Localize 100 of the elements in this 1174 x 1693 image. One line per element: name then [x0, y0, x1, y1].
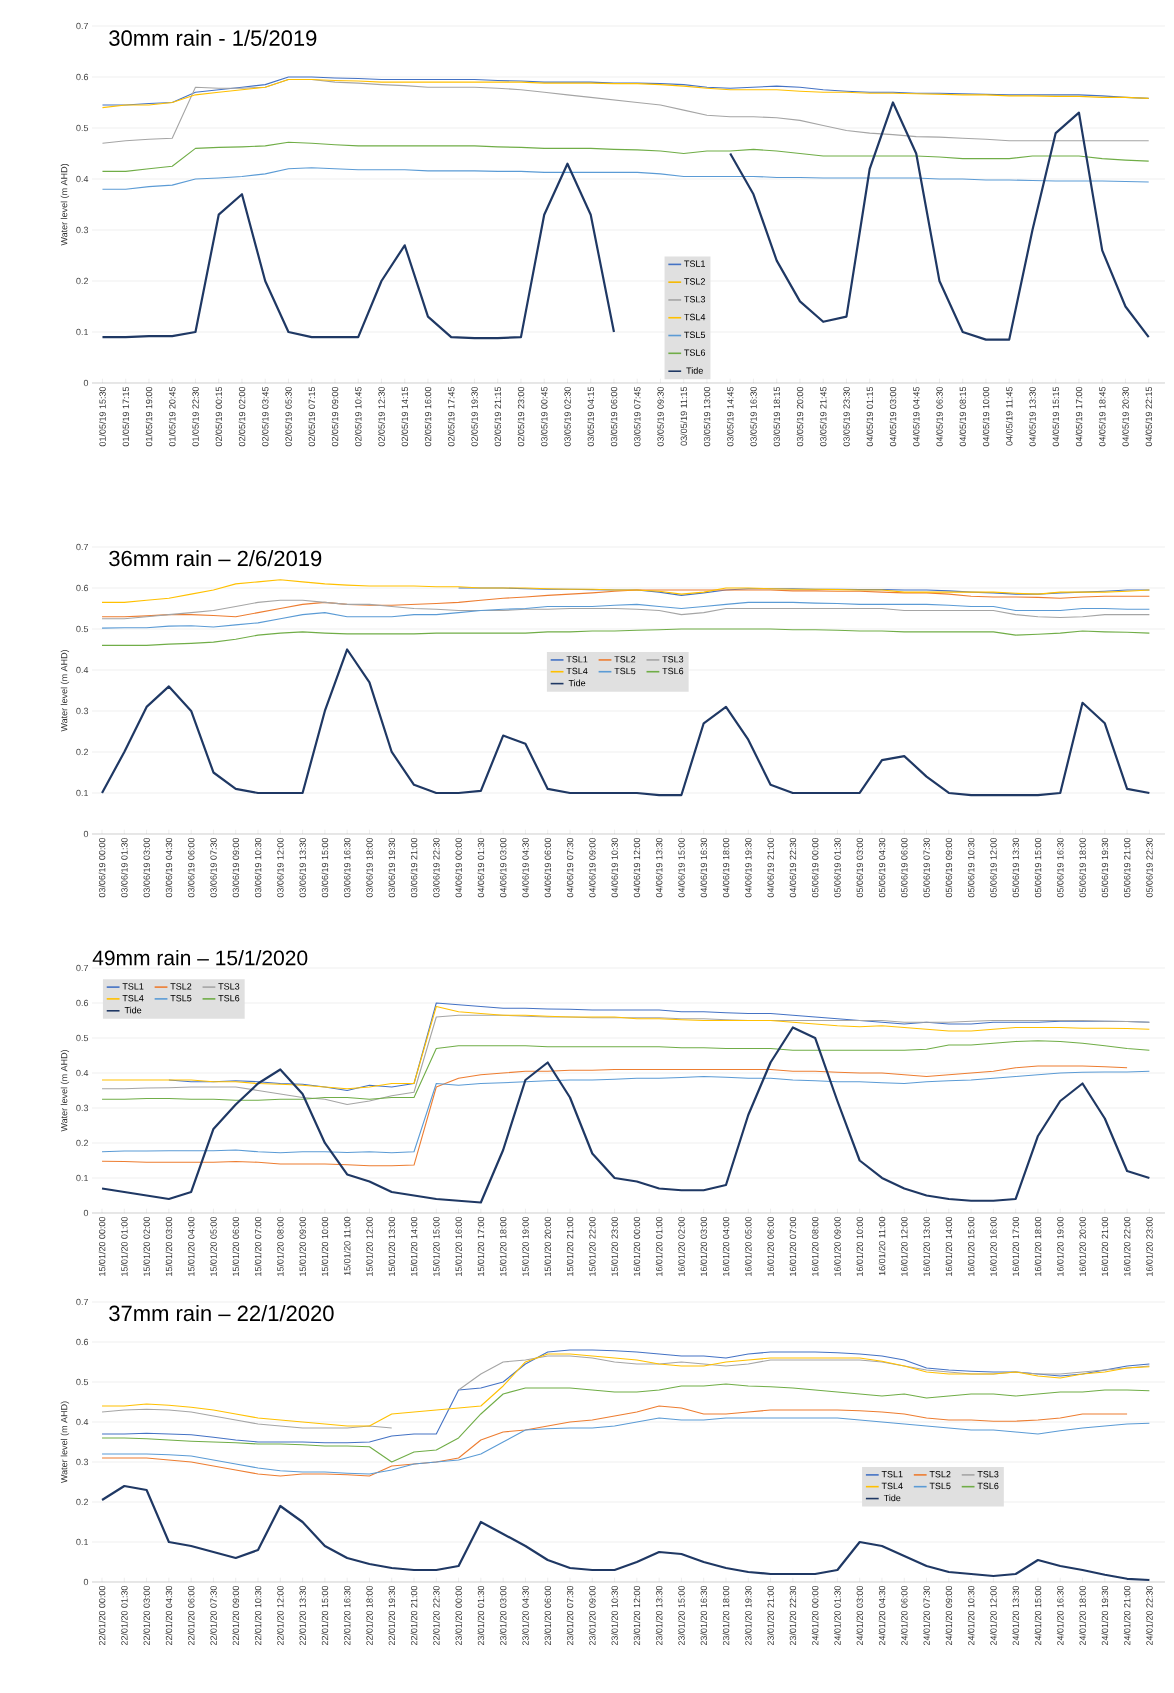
- x-tick-label: 22/01/20 03:00: [143, 1585, 150, 1646]
- x-tick-label: 03/06/19 00:00: [98, 837, 106, 898]
- x-tick-label: 22/01/20 13:30: [299, 1585, 306, 1646]
- x-tick-label: 16/01/20 02:00: [678, 1216, 685, 1276]
- x-tick-label: 24/01/20 15:00: [1034, 1585, 1042, 1646]
- y-tick-label: 0.2: [76, 748, 89, 756]
- x-tick-label: 15/01/20 13:00: [388, 1216, 396, 1276]
- x-tick-label: 02/05/19 21:15: [494, 386, 502, 447]
- x-tick-label: 15/01/20 14:00: [410, 1216, 418, 1276]
- y-axis-title: Water level (m AHD): [60, 163, 70, 246]
- x-tick-label: 24/01/20 18:00: [1079, 1585, 1086, 1646]
- legend-label: TSL4: [881, 1482, 903, 1490]
- x-tick-label: 03/06/19 10:30: [254, 837, 262, 898]
- x-tick-label: 23/01/20 21:00: [767, 1585, 774, 1646]
- x-tick-label: 15/01/20 00:00: [98, 1216, 106, 1276]
- x-tick-label: 03/06/19 16:30: [343, 837, 351, 898]
- x-tick-label: 03/06/19 06:00: [187, 837, 195, 898]
- x-tick-label: 01/05/19 22:30: [192, 386, 199, 447]
- x-tick-label: 22/01/20 21:00: [410, 1585, 418, 1646]
- x-tick-label: 15/01/20 16:00: [455, 1216, 462, 1276]
- x-tick-label: 04/05/19 01:15: [866, 386, 874, 447]
- x-tick-label: 02/05/19 07:15: [308, 386, 316, 447]
- y-tick-label: 0.1: [76, 789, 89, 797]
- legend-label: TSL6: [977, 1482, 999, 1490]
- legend-label: TSL4: [566, 667, 588, 675]
- legend-label: TSL5: [684, 331, 706, 339]
- x-tick-label: 03/05/19 00:45: [540, 386, 548, 447]
- x-tick-label: 16/01/20 12:00: [900, 1216, 908, 1276]
- x-tick-label: 04/06/19 10:30: [611, 837, 618, 898]
- x-tick-label: 05/06/19 13:30: [1012, 837, 1019, 898]
- x-tick-label: 05/06/19 04:30: [878, 837, 886, 898]
- legend-label: TSL6: [684, 349, 706, 356]
- y-tick-label: 0.7: [76, 543, 89, 551]
- x-tick-label: 05/06/19 06:00: [900, 837, 908, 898]
- y-axis-title: Water level (m AHD): [60, 649, 70, 732]
- y-tick-label: 0.5: [76, 124, 89, 132]
- y-tick-label: 0: [83, 379, 89, 387]
- x-tick-label: 22/01/20 18:00: [366, 1585, 373, 1646]
- legend-label: TSL3: [662, 656, 684, 663]
- x-tick-label: 15/01/20 08:00: [276, 1216, 284, 1276]
- x-tick-label: 04/05/19 04:45: [912, 386, 920, 447]
- x-tick-label: 16/01/20 08:00: [811, 1216, 819, 1276]
- legend-label: TSL1: [122, 983, 144, 990]
- x-tick-label: 24/01/20 19:30: [1101, 1585, 1109, 1646]
- y-tick-label: 0.6: [76, 584, 89, 592]
- x-tick-label: 15/01/20 06:00: [232, 1216, 240, 1276]
- x-tick-label: 23/01/20 19:30: [744, 1585, 752, 1646]
- x-tick-label: 22/01/20 22:30: [432, 1585, 440, 1646]
- x-tick-label: 03/05/19 14:45: [726, 386, 734, 447]
- x-tick-label: 04/05/19 20:30: [1122, 386, 1129, 447]
- legend-label: TSL2: [929, 1470, 951, 1478]
- legend-label: TSL4: [122, 995, 144, 1002]
- x-tick-label: 22/01/20 19:30: [388, 1585, 396, 1646]
- y-tick-label: 0.5: [76, 1034, 89, 1042]
- x-tick-label: 03/05/19 18:15: [773, 386, 781, 447]
- y-tick-label: 0.3: [76, 707, 89, 715]
- x-tick-label: 05/06/19 01:30: [834, 837, 841, 898]
- x-tick-label: 15/01/20 20:00: [544, 1216, 552, 1276]
- x-tick-label: 03/06/19 18:00: [366, 837, 373, 898]
- x-tick-label: 05/06/19 19:30: [1101, 837, 1109, 898]
- legend-label: TSL1: [566, 656, 588, 663]
- y-tick-label: 0.4: [76, 1418, 89, 1426]
- legend-label: TSL6: [662, 667, 684, 675]
- y-tick-label: 0.4: [76, 175, 89, 183]
- x-tick-label: 03/06/19 21:00: [410, 837, 418, 898]
- x-tick-label: 15/01/20 02:00: [143, 1216, 150, 1276]
- x-tick-label: 15/01/20 21:00: [566, 1216, 574, 1276]
- x-tick-label: 24/01/20 00:00: [811, 1585, 819, 1646]
- x-tick-label: 15/01/20 15:00: [432, 1216, 440, 1276]
- x-tick-label: 03/06/19 01:30: [121, 837, 128, 898]
- x-tick-label: 15/01/20 23:00: [611, 1216, 618, 1276]
- chart-title: 36mm rain – 2/6/2019: [109, 550, 322, 567]
- x-tick-label: 22/01/20 15:00: [321, 1585, 329, 1646]
- y-tick-label: 0.2: [76, 277, 89, 285]
- x-tick-label: 22/01/20 04:30: [165, 1585, 173, 1646]
- x-tick-label: 02/05/19 10:45: [354, 386, 362, 447]
- y-tick-label: 0.5: [76, 625, 89, 633]
- x-tick-label: 24/01/20 13:30: [1012, 1585, 1019, 1646]
- x-tick-label: 24/01/20 09:00: [945, 1585, 953, 1646]
- x-tick-label: 16/01/20 06:00: [767, 1216, 774, 1276]
- x-tick-label: 04/06/19 09:00: [588, 837, 596, 898]
- x-tick-label: 01/05/19 19:00: [145, 386, 153, 447]
- x-tick-label: 23/01/20 03:00: [499, 1585, 507, 1646]
- x-tick-label: 02/05/19 02:00: [238, 386, 246, 447]
- legend-label: TSL3: [977, 1470, 999, 1478]
- legend-label: TSL5: [929, 1482, 951, 1490]
- x-tick-label: 16/01/20 11:00: [878, 1216, 886, 1276]
- x-tick-label: 16/01/20 17:00: [1012, 1216, 1019, 1276]
- y-tick-label: 0.6: [76, 999, 89, 1007]
- y-tick-label: 0.7: [76, 1298, 89, 1306]
- x-tick-label: 16/01/20 13:00: [923, 1216, 930, 1276]
- legend-label: TSL6: [218, 995, 240, 1002]
- x-tick-label: 24/01/20 01:30: [834, 1585, 841, 1646]
- x-tick-label: 02/05/19 09:00: [331, 386, 339, 447]
- x-tick-label: 15/01/20 11:00: [343, 1216, 351, 1276]
- legend-label: TSL2: [170, 983, 192, 990]
- x-tick-label: 04/06/19 15:00: [678, 837, 685, 898]
- legend-label: TSL1: [881, 1470, 903, 1478]
- legend-label: Tide: [883, 1494, 901, 1502]
- x-tick-label: 05/06/19 07:30: [923, 837, 930, 898]
